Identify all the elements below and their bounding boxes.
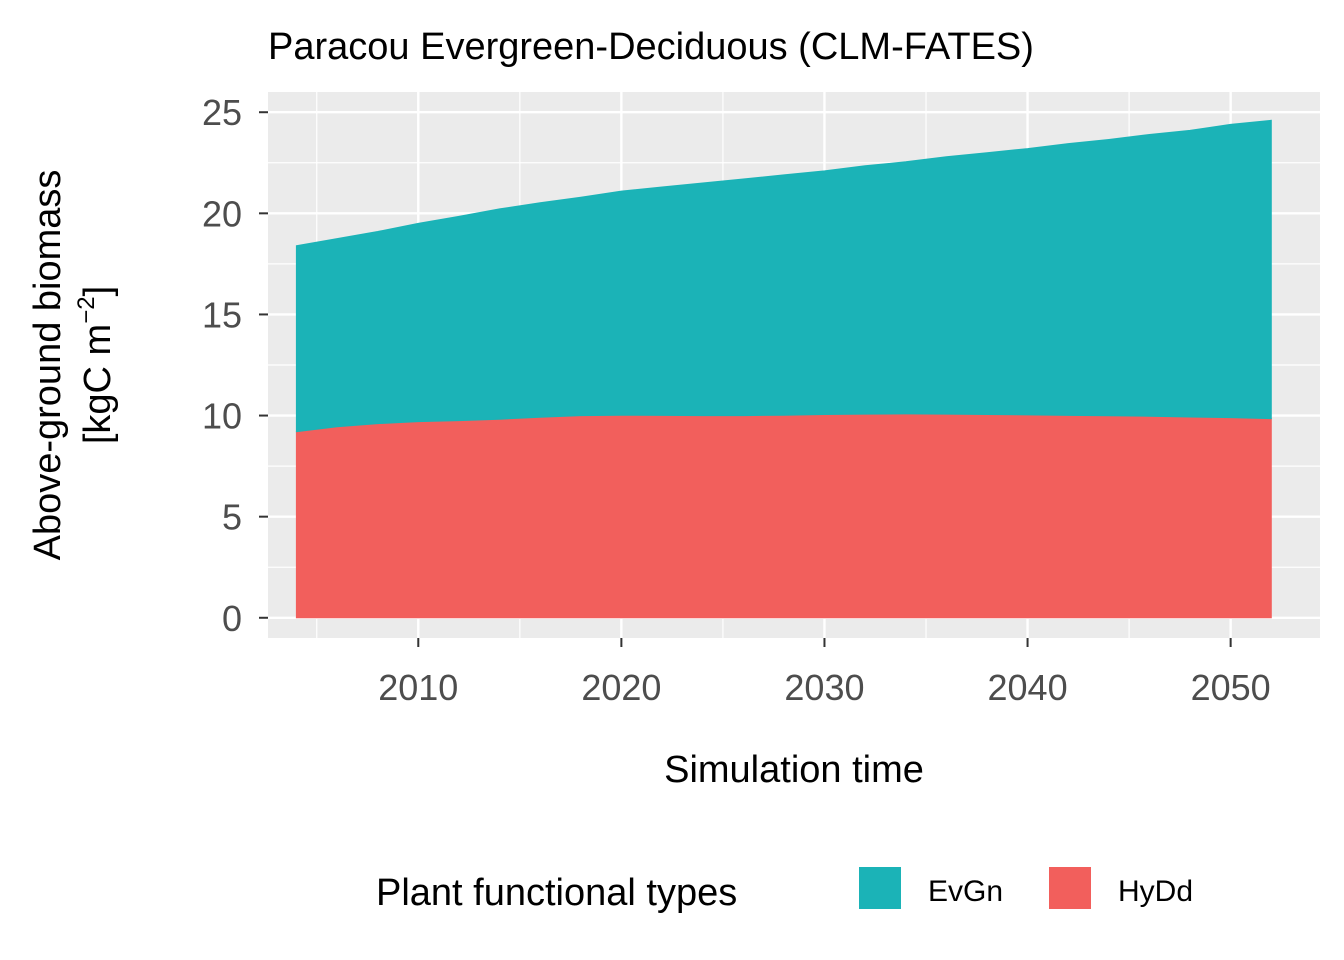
legend: Plant functional types EvGn HyDd bbox=[376, 865, 1193, 914]
y-tick-label: 10 bbox=[202, 396, 242, 437]
y-axis-title-unit-prefix: [kgC m bbox=[77, 324, 119, 444]
area-evgn bbox=[295, 119, 1272, 433]
y-axis-title-line1: Above-ground biomass bbox=[27, 170, 69, 561]
y-axis-title-unit-suffix: ] bbox=[77, 286, 119, 297]
x-tick-label: 2010 bbox=[378, 667, 458, 708]
legend-title: Plant functional types bbox=[376, 872, 737, 914]
y-axis-title: Above-ground biomass [kgC m−2] bbox=[27, 170, 119, 561]
chart-title: Paracou Evergreen-Deciduous (CLM-FATES) bbox=[268, 26, 1034, 68]
axis-ticks bbox=[259, 111, 1232, 647]
x-axis-title: Simulation time bbox=[664, 749, 924, 791]
x-tick-label: 2050 bbox=[1191, 667, 1271, 708]
y-tick-label: 5 bbox=[222, 497, 242, 538]
y-axis-tick-labels: 0 5 10 15 20 25 bbox=[202, 92, 242, 639]
area-hydd bbox=[295, 413, 1272, 619]
y-tick-label: 15 bbox=[202, 294, 242, 335]
legend-label-hydd: HyDd bbox=[1118, 875, 1193, 908]
y-axis-title-line2: [kgC m−2] bbox=[73, 286, 119, 444]
x-tick-label: 2020 bbox=[581, 667, 661, 708]
legend-label-evgn: EvGn bbox=[928, 875, 1003, 908]
y-axis-title-unit-superscript: −2 bbox=[73, 296, 100, 323]
x-tick-label: 2030 bbox=[784, 667, 864, 708]
area-layers bbox=[295, 119, 1272, 619]
x-tick-label: 2040 bbox=[988, 667, 1068, 708]
y-tick-label: 25 bbox=[202, 92, 242, 133]
legend-key-hydd bbox=[1047, 865, 1093, 911]
legend-key-evgn bbox=[857, 865, 903, 911]
x-axis-tick-labels: 2010 2020 2030 2040 2050 bbox=[378, 667, 1270, 708]
y-tick-label: 0 bbox=[222, 598, 242, 639]
y-tick-label: 20 bbox=[202, 193, 242, 234]
